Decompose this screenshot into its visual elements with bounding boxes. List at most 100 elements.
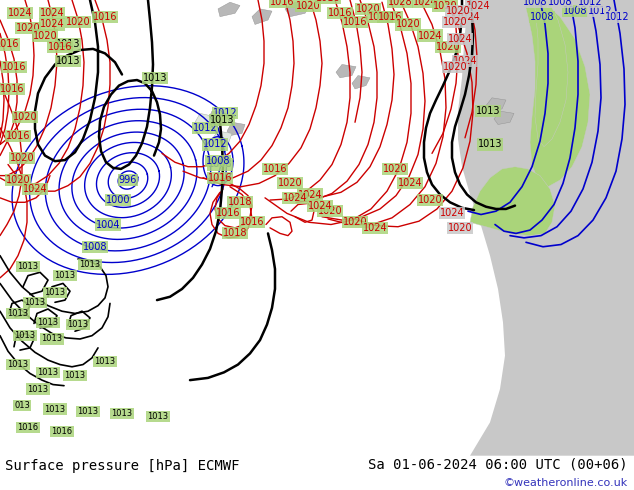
Text: 1016: 1016: [208, 173, 232, 183]
Text: 1020: 1020: [33, 30, 57, 41]
Text: 1018: 1018: [223, 228, 247, 239]
Text: 1020: 1020: [383, 164, 407, 174]
Text: 1020: 1020: [356, 4, 380, 14]
Text: 1008: 1008: [206, 156, 230, 166]
Polygon shape: [285, 2, 310, 17]
Text: 1013: 1013: [56, 40, 81, 49]
Text: Surface pressure [hPa] ECMWF: Surface pressure [hPa] ECMWF: [5, 460, 240, 473]
Text: 1008: 1008: [523, 0, 547, 7]
Text: 996: 996: [119, 175, 137, 185]
Text: 1013: 1013: [41, 335, 63, 343]
Text: 1024: 1024: [453, 56, 477, 66]
Text: 1012: 1012: [193, 123, 217, 133]
Text: 1000: 1000: [106, 195, 130, 205]
Text: 1013: 1013: [143, 73, 167, 83]
Polygon shape: [218, 2, 240, 17]
Text: 1008: 1008: [563, 6, 587, 16]
Text: 1020: 1020: [432, 0, 457, 11]
Text: 1016: 1016: [378, 12, 402, 22]
Text: 1016: 1016: [316, 0, 340, 3]
Text: 1020: 1020: [446, 6, 470, 16]
Text: 1024: 1024: [363, 223, 387, 233]
Text: 1020: 1020: [278, 178, 302, 188]
Text: 1013: 1013: [27, 385, 49, 393]
Text: 1013: 1013: [18, 262, 39, 271]
Text: 1016: 1016: [0, 40, 19, 49]
Text: 1024: 1024: [8, 8, 32, 18]
Polygon shape: [470, 167, 555, 236]
Text: 1013: 1013: [8, 309, 29, 318]
Text: 1024: 1024: [307, 200, 332, 211]
Text: 1016: 1016: [216, 208, 240, 219]
Text: 1020: 1020: [443, 17, 467, 27]
Text: 1016: 1016: [6, 131, 30, 141]
Text: 1013: 1013: [37, 318, 58, 327]
Text: 1016: 1016: [2, 62, 26, 72]
Text: 1013: 1013: [476, 106, 500, 116]
Text: 1024: 1024: [40, 20, 64, 29]
Text: 1016: 1016: [0, 84, 24, 94]
Text: 1013: 1013: [65, 371, 86, 380]
Text: 1008: 1008: [548, 0, 573, 7]
Text: 1013: 1013: [77, 407, 98, 416]
Text: 1020: 1020: [418, 195, 443, 205]
Text: 1013: 1013: [37, 368, 58, 377]
Polygon shape: [458, 0, 634, 456]
Text: 1013: 1013: [478, 140, 502, 149]
Text: 1024: 1024: [448, 34, 472, 44]
Text: 1020: 1020: [295, 0, 320, 11]
Text: 1008: 1008: [83, 242, 107, 252]
Text: 1024: 1024: [418, 30, 443, 41]
Text: 1016: 1016: [93, 12, 117, 22]
Text: 1024: 1024: [283, 193, 307, 203]
Text: 1013: 1013: [15, 331, 36, 340]
Text: 1013: 1013: [210, 115, 234, 125]
Text: 1020: 1020: [436, 42, 460, 51]
Text: 1016: 1016: [343, 17, 367, 27]
Text: 1016: 1016: [262, 164, 287, 174]
Text: 1004: 1004: [96, 220, 120, 229]
Text: 013: 013: [14, 401, 30, 410]
Text: 1013: 1013: [67, 320, 89, 329]
Text: 1013: 1013: [25, 298, 46, 307]
Text: 1016: 1016: [328, 8, 353, 18]
Polygon shape: [352, 75, 370, 89]
Text: 1016: 1016: [18, 423, 39, 432]
Text: 1013: 1013: [112, 409, 133, 418]
Text: 1024: 1024: [40, 8, 64, 18]
Text: 1024: 1024: [398, 178, 422, 188]
Text: 1024: 1024: [440, 208, 464, 219]
Text: 1016: 1016: [269, 0, 294, 7]
Polygon shape: [227, 122, 245, 136]
Polygon shape: [486, 98, 506, 111]
Text: 1012: 1012: [588, 6, 612, 16]
Text: 1013: 1013: [56, 56, 81, 66]
Text: 1024: 1024: [466, 0, 490, 11]
Polygon shape: [534, 0, 568, 147]
Text: 1008: 1008: [530, 12, 554, 22]
Text: 1012: 1012: [605, 12, 630, 22]
Text: 1020: 1020: [66, 17, 90, 27]
Polygon shape: [252, 9, 272, 24]
Text: 1008: 1008: [208, 160, 232, 170]
Text: 1013: 1013: [148, 412, 169, 421]
Polygon shape: [494, 111, 514, 124]
Text: 1012: 1012: [203, 140, 228, 149]
Text: 1024: 1024: [413, 0, 437, 7]
Text: 1016: 1016: [48, 42, 72, 51]
Polygon shape: [195, 113, 215, 128]
Text: ©weatheronline.co.uk: ©weatheronline.co.uk: [503, 478, 628, 488]
Text: 1016: 1016: [368, 12, 392, 22]
Polygon shape: [524, 0, 590, 187]
Text: 1020: 1020: [10, 153, 34, 163]
Text: 1020: 1020: [443, 62, 467, 72]
Text: 1013: 1013: [44, 288, 65, 297]
Text: 1020: 1020: [13, 112, 37, 122]
Text: 1028: 1028: [387, 0, 412, 7]
Text: Sa 01-06-2024 06:00 UTC (00+06): Sa 01-06-2024 06:00 UTC (00+06): [368, 458, 628, 471]
Text: 1020: 1020: [318, 206, 342, 216]
Text: 1020: 1020: [396, 20, 420, 29]
Text: 1024: 1024: [298, 190, 322, 199]
Text: 1024: 1024: [456, 12, 481, 22]
Text: 1018: 1018: [228, 197, 252, 207]
